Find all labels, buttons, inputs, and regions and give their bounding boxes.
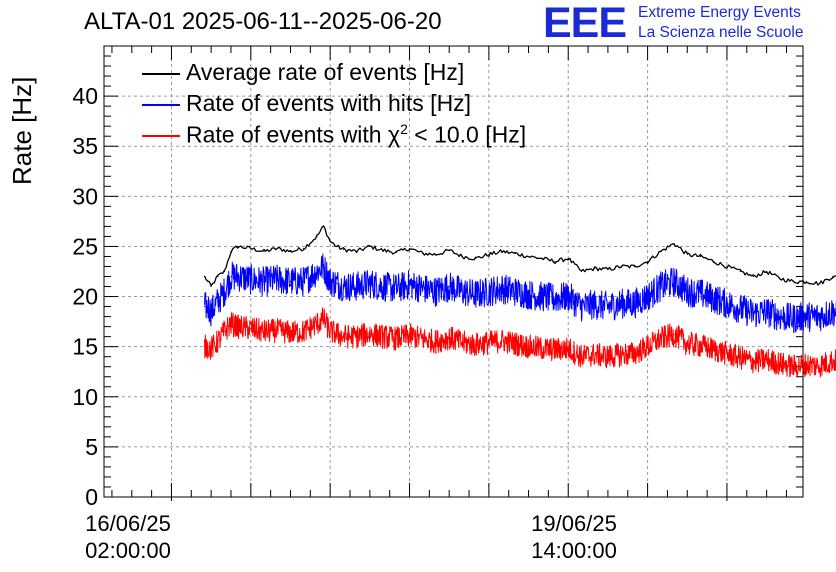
y-tick-label: 15 (72, 334, 98, 360)
logo-line-2: La Scienza nelle Scuole (638, 24, 804, 41)
series-1-point (203, 305, 206, 308)
y-tick-label: 25 (72, 233, 98, 259)
y-tick-label: 35 (72, 133, 98, 159)
series-line-average (203, 225, 836, 287)
legend-label-average: Average rate of events [Hz] (186, 59, 465, 85)
series-0-point (739, 270, 741, 273)
legend-label-hits: Rate of events with hits [Hz] (186, 90, 472, 116)
series-2-point (673, 334, 675, 336)
series-0-point (805, 280, 807, 283)
series-0-point (236, 245, 239, 248)
chart-title: ALTA-01 2025-06-11--2025-06-20 (84, 8, 442, 35)
y-tick-label: 40 (72, 83, 98, 109)
eee-logo: EEE (543, 0, 627, 47)
logo-line-1: Extreme Energy Events (638, 4, 801, 21)
x-tick-time: 14:00:00 (531, 538, 617, 563)
x-tick-date: 19/06/25 (531, 511, 617, 536)
series-1-point (448, 285, 450, 288)
series-0-point (699, 255, 702, 258)
x-tick-label: 19/06/25 14:00:00 (524, 510, 624, 564)
series-line-chi2 (204, 307, 836, 378)
series-0-point (554, 260, 556, 263)
legend-chi2-rest: < 10.0 [Hz] (407, 121, 527, 148)
legend-chi2-main: Rate of events with χ (186, 121, 401, 148)
y-tick-label: 5 (85, 434, 98, 460)
x-tick-time: 02:00:00 (85, 538, 171, 563)
x-tick-label: 16/06/25 02:00:00 (78, 510, 178, 564)
y-tick-label: 0 (85, 484, 98, 510)
x-tick-date: 16/06/25 (85, 511, 171, 536)
series-2-point (818, 365, 821, 367)
y-tick-label: 10 (72, 384, 98, 410)
series-1-point (230, 275, 232, 278)
y-tick-label: 20 (72, 284, 98, 310)
y-tick-label: 30 (72, 183, 98, 209)
series-0-point (342, 248, 344, 251)
series-0-point (752, 275, 755, 278)
legend-chi2-sup: 2 (400, 121, 408, 137)
series-line-hits (204, 253, 836, 334)
series-0-point (686, 253, 688, 256)
legend-label-chi2: Rate of events with χ2 < 10.0 [Hz] (186, 121, 526, 149)
series-0-point (263, 250, 265, 253)
series-1-point (336, 282, 338, 285)
plot-frame (103, 45, 804, 498)
